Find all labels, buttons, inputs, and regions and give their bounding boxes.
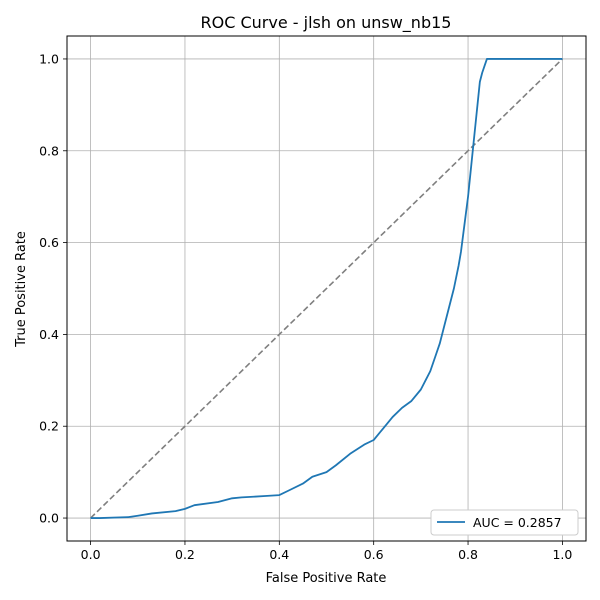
legend-box — [430, 509, 579, 536]
x-tick-label: 1.0 — [552, 547, 572, 562]
y-tick-label: 0.2 — [39, 419, 59, 434]
y-tick-label: 0.6 — [39, 235, 59, 250]
chance-diagonal-line — [90, 58, 563, 519]
chart-title: ROC Curve - jlsh on unsw_nb15 — [201, 13, 452, 33]
x-tick-label: 0.8 — [458, 547, 478, 562]
x-axis-title: False Positive Rate — [266, 571, 387, 586]
y-tick-label: 1.0 — [39, 51, 59, 66]
legend-label-roc: AUC = 0.2857 — [473, 515, 562, 530]
legend: AUC = 0.2857 — [430, 509, 579, 536]
plot-border — [66, 35, 587, 542]
y-tick-label: 0.8 — [39, 143, 59, 158]
ticks: 0.0 0.2 0.4 0.6 0.8 1.0 0.0 0.2 0.4 0.6 0.8 1.0 — [39, 51, 572, 562]
x-tick-label: 0.4 — [269, 547, 289, 562]
roc-curve-line — [90, 58, 563, 519]
x-tick-label: 0.0 — [81, 547, 101, 562]
y-tick-label: 0.0 — [39, 511, 59, 526]
y-axis-title: True Positive Rate — [14, 231, 29, 348]
x-tick-label: 0.2 — [175, 547, 195, 562]
x-tick-label: 0.6 — [364, 547, 384, 562]
series-layer — [90, 58, 563, 519]
y-tick-label: 0.4 — [39, 327, 59, 342]
